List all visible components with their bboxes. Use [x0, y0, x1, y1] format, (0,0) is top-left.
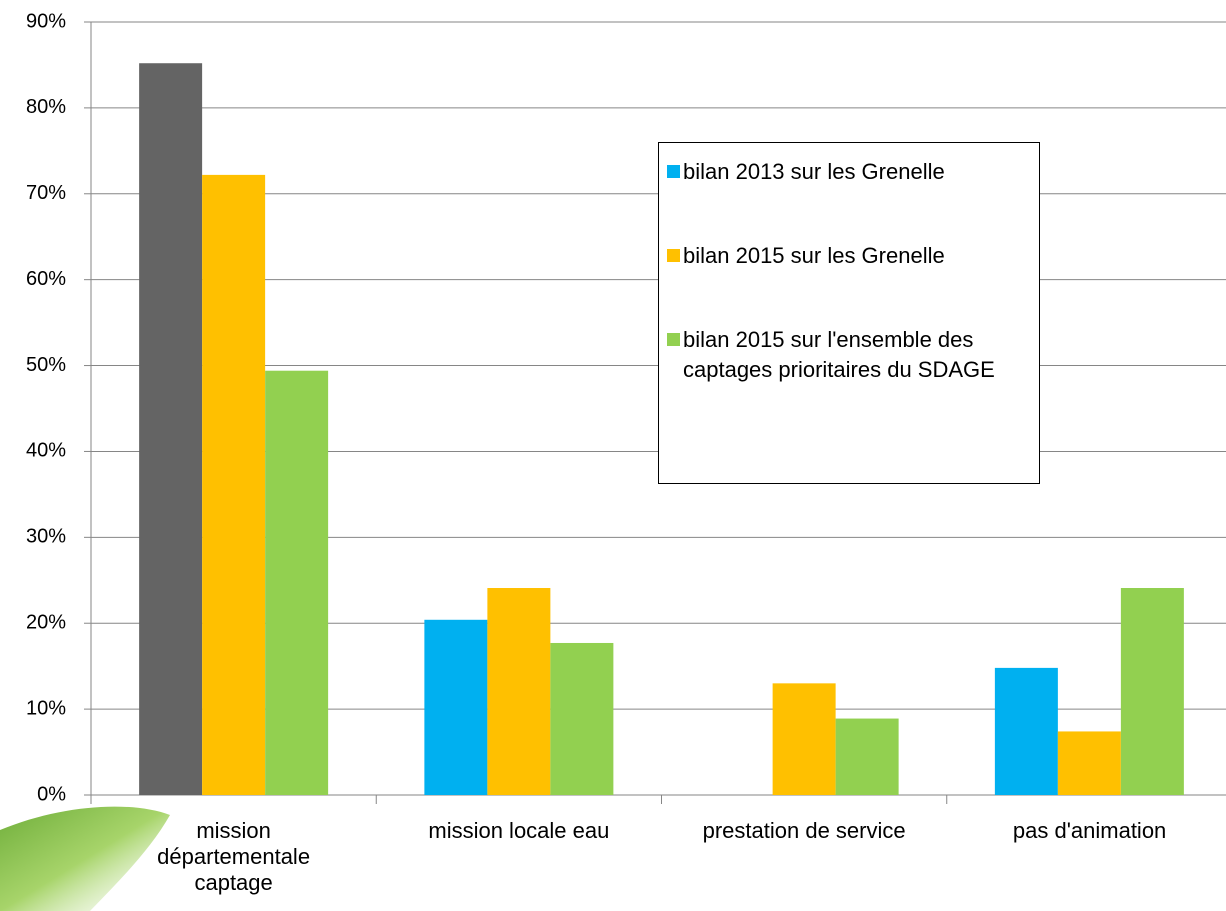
y-tick-label: 10%	[26, 697, 66, 719]
y-tick-label: 30%	[26, 526, 66, 548]
bar	[550, 642, 614, 795]
plot-area: 0% 10% 20% 30% 40% 50% 60% 70% 80% 90%	[26, 10, 1226, 805]
bar	[139, 63, 203, 795]
x-tick-label: pas d'animation	[1012, 818, 1167, 843]
bar	[202, 174, 266, 796]
bar	[487, 588, 551, 795]
y-tick-label: 80%	[26, 96, 66, 118]
legend-entry: bilan 2013 sur les Grenelle	[667, 157, 1031, 187]
x-tick-label: prestation de service	[702, 818, 906, 843]
y-tick-label: 60%	[26, 268, 66, 290]
legend: bilan 2013 sur les Grenelle bilan 2015 su…	[658, 142, 1040, 484]
legend-label: bilan 2013 sur les Grenelle	[683, 159, 945, 184]
leaf-decoration	[0, 806, 170, 911]
bar	[265, 370, 329, 795]
x-tick-label: mission départementale captage	[157, 818, 311, 895]
legend-label: bilan 2015 sur l'ensemble des captages p…	[683, 327, 995, 382]
bar	[1120, 588, 1184, 795]
legend-label: bilan 2015 sur les Grenelle	[683, 243, 945, 268]
legend-swatch	[667, 333, 680, 346]
y-tick-label: 70%	[26, 182, 66, 204]
legend-entry: bilan 2015 sur les Grenelle	[667, 241, 1031, 271]
legend-swatch	[667, 165, 680, 178]
bar	[994, 667, 1058, 795]
legend-entry: bilan 2015 sur l'ensemble des captages p…	[667, 325, 1031, 385]
x-tick-label: mission locale eau	[428, 818, 610, 843]
y-tick-label: 40%	[26, 440, 66, 462]
y-tick-label: 50%	[26, 354, 66, 376]
bar	[424, 619, 488, 795]
y-tick-label: 0%	[37, 783, 66, 805]
bar	[772, 683, 836, 795]
bar	[835, 718, 899, 795]
y-tick-label: 20%	[26, 612, 66, 634]
legend-swatch	[667, 249, 680, 262]
bar	[1057, 731, 1121, 795]
y-tick-label: 90%	[26, 10, 66, 32]
